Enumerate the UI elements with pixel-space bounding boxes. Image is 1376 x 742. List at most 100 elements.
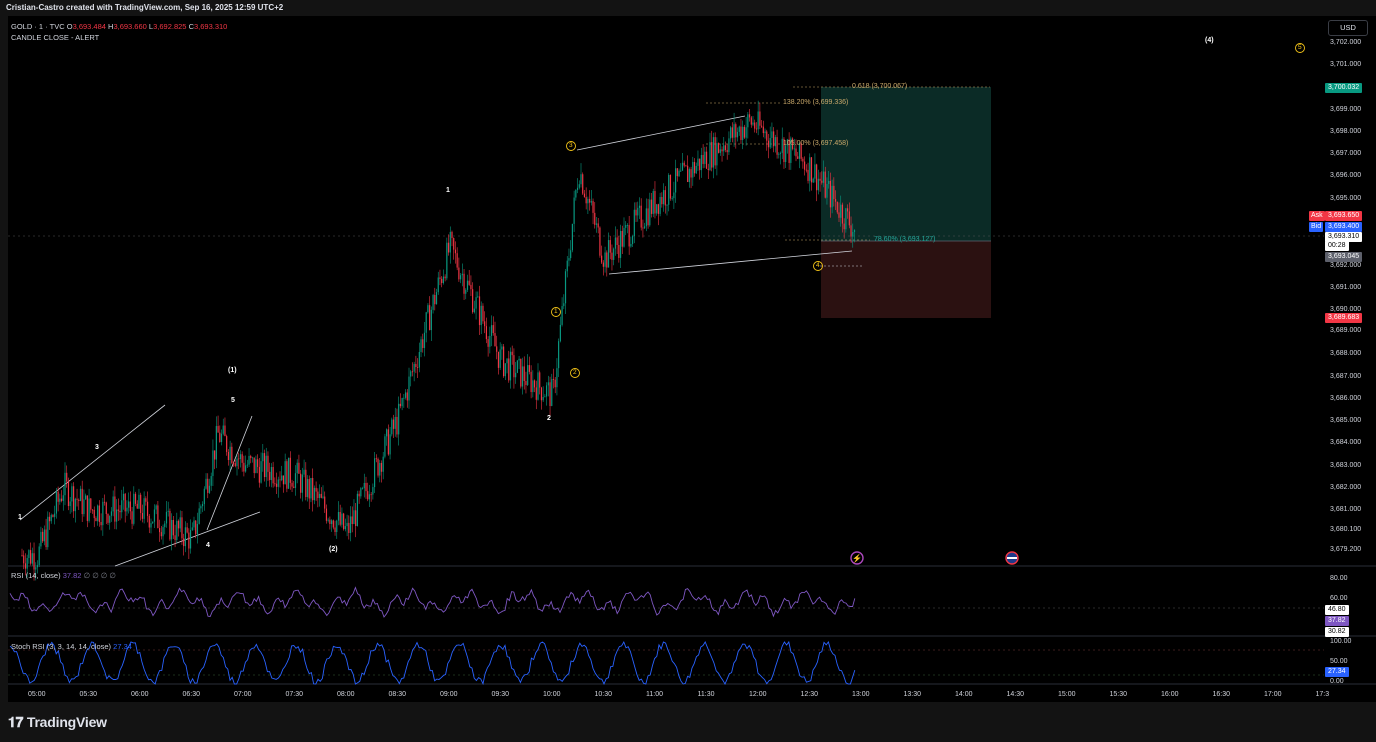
candle-body	[747, 114, 749, 128]
candle-body	[632, 236, 634, 244]
time-tick: 09:30	[491, 691, 510, 698]
fib-label-1382[interactable]: 138.20% (3,699.336)	[783, 99, 849, 106]
tradingview-logo[interactable]: 𝟏𝟕 TradingView	[8, 714, 107, 731]
candle-body	[184, 527, 186, 547]
candle-body	[67, 481, 70, 507]
price-scale[interactable]	[1324, 16, 1376, 702]
candle-body	[372, 487, 374, 495]
wave-circle-label[interactable]: 4	[816, 262, 820, 269]
ask-price-tag: 3,693.650	[1325, 211, 1363, 221]
candle-body	[790, 138, 792, 163]
candle-body	[810, 157, 813, 183]
candle-body	[138, 494, 140, 509]
candle-body	[630, 243, 632, 247]
candle-body	[496, 346, 498, 352]
wave-circle-label[interactable]: 1	[554, 308, 558, 315]
wave-circle	[813, 261, 823, 271]
candle-body	[688, 169, 690, 183]
candle-body	[711, 142, 713, 168]
candle-body	[250, 455, 252, 459]
candle-body	[757, 111, 759, 130]
candle-body	[551, 379, 553, 406]
wave-circle	[570, 368, 580, 378]
candle-body	[200, 506, 202, 509]
candle-body	[576, 187, 579, 190]
candle-body	[288, 457, 290, 489]
wave-circle-label[interactable]: 3	[569, 142, 573, 149]
candle-body	[669, 174, 672, 199]
price-tick: 3,695.000	[1330, 195, 1362, 202]
wave-label[interactable]: 1	[446, 187, 450, 194]
wave-label[interactable]: (1)	[228, 367, 237, 374]
stop-zone[interactable]	[821, 241, 991, 318]
candle-body	[128, 501, 130, 508]
stoch-legend[interactable]: Stoch RSI (3, 3, 14, 14, close) 27.34	[11, 642, 132, 651]
candle-body	[243, 462, 245, 472]
candle-body	[781, 138, 783, 153]
time-tick: 15:00	[1058, 691, 1076, 698]
candle-body	[327, 519, 329, 521]
candle-body	[59, 498, 61, 502]
credit-text: Cristian-Castro created with TradingView…	[6, 3, 284, 12]
time-tick: 13:30	[903, 691, 922, 698]
wave-label[interactable]: 1	[18, 514, 22, 521]
time-tick: 16:30	[1212, 691, 1231, 698]
candle-body	[253, 457, 255, 473]
candle-body	[121, 500, 123, 513]
wave-label[interactable]: (2)	[329, 546, 338, 553]
candle-body	[850, 225, 852, 237]
trendline	[19, 404, 166, 521]
candle-body	[516, 360, 518, 373]
candle-body	[570, 250, 572, 259]
candle-body	[257, 459, 259, 467]
candle-body	[733, 124, 735, 138]
time-tick: 05:00	[28, 691, 46, 698]
fib-label-105[interactable]: 105.00% (3,697.458)	[783, 140, 849, 147]
candle-body	[215, 426, 217, 460]
candle-body	[85, 495, 87, 500]
candle-body	[764, 131, 766, 134]
candle-body	[415, 363, 417, 368]
candle-body	[776, 137, 778, 155]
alert-label[interactable]: CANDLE CLOSE - ALERT	[11, 33, 100, 42]
candle-body	[348, 522, 350, 533]
candle-body	[804, 161, 806, 170]
fib-label-0618[interactable]: 0.618 (3,700.067)	[852, 83, 908, 90]
candle-body	[774, 137, 776, 147]
candle-body	[284, 461, 286, 485]
stoch-current-tag: 27.34	[1325, 667, 1349, 677]
wave-circle-label[interactable]: 5	[1298, 44, 1302, 51]
fib-label-786[interactable]: 78.60% (3,693.127)	[874, 236, 936, 243]
candle-body	[220, 433, 223, 443]
wave-label[interactable]: 4	[206, 542, 210, 549]
candle-body	[47, 516, 49, 548]
candle-body	[150, 523, 152, 528]
candle-body	[379, 462, 381, 476]
rsi-legend[interactable]: RSI (14, close) 37.82 ∅ ∅ ∅ ∅	[11, 571, 116, 580]
wave-label[interactable]: 3	[95, 444, 99, 451]
candle-body	[171, 519, 173, 540]
flash-event-icon[interactable]	[850, 551, 864, 565]
candle-body	[606, 252, 608, 268]
candle-body	[836, 201, 838, 213]
main-chart-pane[interactable]	[8, 16, 1324, 702]
candle-body	[580, 174, 582, 185]
candle-body	[105, 502, 107, 514]
candle-body	[26, 558, 28, 569]
currency-button[interactable]: USD	[1328, 20, 1368, 36]
legend-symbol[interactable]: GOLD · 1 · TVC	[11, 22, 65, 31]
candle-body	[310, 477, 312, 499]
candle-body	[736, 131, 739, 138]
wave-label[interactable]: 2	[547, 415, 551, 422]
candle-body	[762, 126, 764, 134]
wave-circle-label[interactable]: 2	[573, 369, 577, 376]
wave-label[interactable]: 5	[231, 397, 235, 404]
candle-body	[303, 469, 305, 475]
candle-body	[504, 363, 506, 377]
candle-body	[592, 201, 594, 213]
candle-body	[664, 190, 666, 206]
candle-body	[54, 513, 56, 517]
wave-label[interactable]: (4)	[1205, 37, 1214, 44]
candle-body	[387, 429, 389, 455]
